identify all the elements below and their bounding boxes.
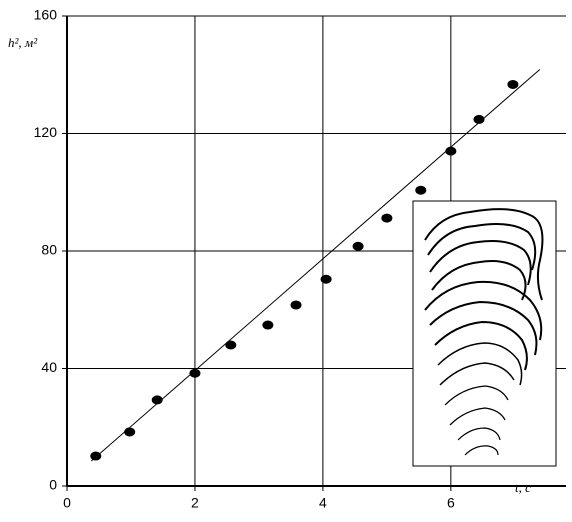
y-axis-label: h², м² [8, 35, 38, 50]
y-tick-label: 160 [34, 7, 58, 23]
x-tick-label: 4 [319, 495, 327, 511]
data-point [320, 274, 332, 284]
data-point [225, 340, 237, 350]
y-tick-label: 0 [49, 477, 57, 493]
data-point [352, 241, 364, 251]
data-point [381, 213, 393, 223]
data-point [124, 427, 136, 437]
fit-line [90, 69, 541, 462]
data-point [415, 185, 427, 195]
data-point [445, 146, 457, 156]
data-point [90, 451, 102, 461]
y-tick-label: 80 [41, 242, 57, 258]
y-tick-label: 40 [41, 359, 57, 375]
x-tick-label: 0 [63, 495, 71, 511]
data-point [189, 368, 201, 378]
data-point [473, 114, 485, 124]
data-point [151, 395, 163, 405]
data-point [507, 79, 519, 89]
x-axis-label: t, с [515, 480, 531, 495]
x-tick-label: 2 [191, 495, 199, 511]
y-tick-label: 120 [34, 124, 58, 140]
data-point [262, 320, 274, 330]
x-tick-label: 6 [447, 495, 455, 511]
data-point [290, 300, 302, 310]
inset-image [412, 200, 557, 467]
